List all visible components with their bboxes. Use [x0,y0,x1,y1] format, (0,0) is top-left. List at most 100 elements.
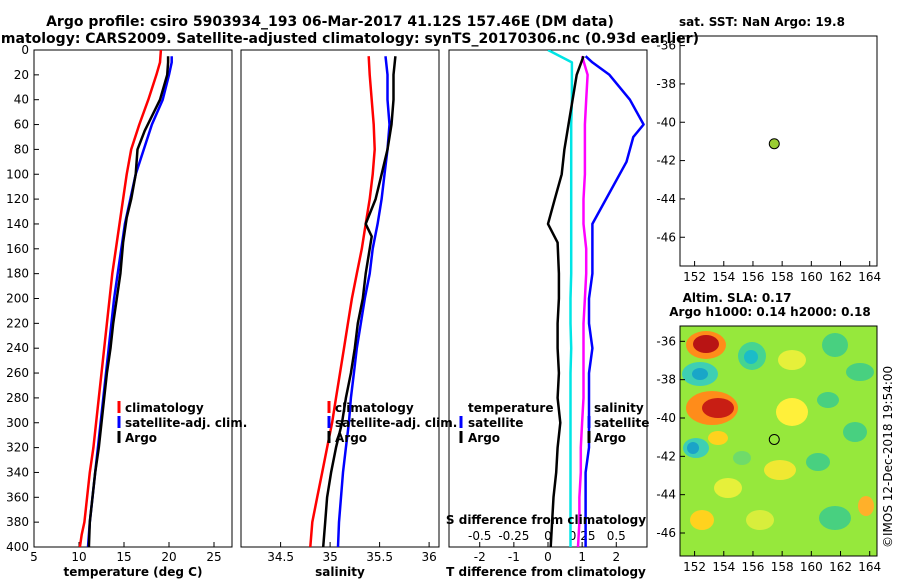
legend-temperature-argo: Argo [468,431,500,445]
sla-blob [714,478,742,498]
sst-map-panel: sat. SST: NaN Argo: 19.8 152 154 156 158 160… [656,15,881,284]
t-difference-label: T difference from climatology [446,565,646,579]
s-diff-tick-label: 0.5 [607,529,626,543]
lat-tick-label: -36 [656,39,676,53]
sla-title-2: Argo h1000: 0.14 h2000: 0.18 [669,305,870,319]
sla-blob [776,398,808,426]
difference-series-sal-satellite [576,55,589,547]
depth-axis-ticks: 0 20 40 60 80 100 120 140 160 180 200 220 240 260 280 3… [6,43,39,554]
temperature-tick-label: 20 [161,550,176,564]
difference-series-temp-argo [584,55,645,547]
lon-tick-label: 162 [829,560,852,574]
t-diff-tick-label: -2 [474,550,486,564]
s-diff-tick-label: 0 [544,529,552,543]
lon-tick-label: 152 [683,270,706,284]
lat-tick-label: -46 [656,526,676,540]
lat-tick-label: -36 [656,334,676,348]
lat-tick-label: -38 [656,373,676,387]
sla-blob [702,398,734,418]
depth-tick-label: 360 [6,490,29,504]
difference-lines [546,50,645,547]
depth-tick-label: 140 [6,217,29,231]
temperature-series-satellite [86,56,173,547]
depth-tick-label: 80 [14,142,29,156]
temperature-legend: climatology satellite-adj. clim. Argo [117,401,247,445]
salinity-legend: climatology satellite-adj. clim. Argo [327,401,457,445]
salinity-tick-label: 35 [322,550,337,564]
sla-blob [692,368,708,380]
sla-map-ticks: 152 154 156 158 160 162 164 -36 -38 -40 -42 -44 -46 [656,334,881,574]
legend-salinity-title: salinity [594,401,644,415]
sla-blob [708,431,728,445]
legend-salinity-argo: Argo [594,431,626,445]
legend-argo: Argo [125,431,157,445]
sla-blob [858,496,874,516]
sla-argo-location [768,433,780,445]
lat-tick-label: -46 [656,230,676,244]
salinity-panel: 34.5 35 35.5 36 salinity climatology satell… [240,49,457,579]
legend-satellite: satellite-adj. clim. [335,416,457,430]
salinity-series-satellite [336,56,391,547]
lon-tick-label: 156 [742,560,765,574]
sla-blob [733,451,751,465]
t-diff-tick-label: 0 [544,550,552,564]
temperature-axis-ticks: 5 10 15 20 25 [30,542,222,564]
depth-tick-label: 100 [6,167,29,181]
copyright-credit: ©IMOS 12-Dec-2018 19:54:00 [881,366,895,548]
lat-tick-label: -42 [656,449,676,463]
sla-blob [817,392,839,408]
legend-climatology: climatology [125,401,204,415]
temperature-tick-label: 5 [30,550,38,564]
depth-tick-label: 220 [6,316,29,330]
sla-blob [843,422,867,442]
legend-climatology: climatology [335,401,414,415]
legend-temperature-satellite: satellite [468,416,523,430]
lon-tick-label: 154 [712,560,735,574]
difference-axis-ticks: -2 -1 0 1 2 -0.5 -0.25 0 0.25 0.5 [468,529,626,564]
t-diff-tick-label: 2 [612,550,620,564]
title-line-1: Argo profile: csiro 5903934_193 06-Mar-2… [46,14,614,30]
lon-tick-label: 158 [771,270,794,284]
depth-tick-label: 240 [6,341,29,355]
lon-tick-label: 152 [683,560,706,574]
argo-location-marker [768,138,780,150]
sst-argo-location [768,138,780,150]
difference-legend: temperature satellite Argo salinity sate… [459,401,649,445]
sla-blob [746,510,774,530]
sla-map-panel: Altim. SLA: 0.17 Argo h1000: 0.14 h2000:… [656,291,881,574]
s-difference-label: S difference from climatology [446,513,646,527]
title-line-2: Climatology: CARS2009. Satellite-adjuste… [0,31,699,47]
t-diff-tick-label: -1 [508,550,520,564]
depth-tick-label: 400 [6,540,29,554]
sla-blob [819,506,851,530]
sla-blob [778,350,806,370]
argo-location-marker [768,433,780,445]
legend-salinity-satellite: satellite [594,416,649,430]
depth-tick-label: 60 [14,118,29,132]
lon-tick-label: 164 [858,560,881,574]
depth-tick-label: 280 [6,391,29,405]
sst-title: sat. SST: NaN Argo: 19.8 [679,15,845,29]
depth-tick-label: 380 [6,515,29,529]
temperature-series-argo [87,56,170,547]
legend-satellite: satellite-adj. clim. [125,416,247,430]
depth-tick-label: 180 [6,267,29,281]
salinity-series-argo [321,56,397,547]
lat-tick-label: -40 [656,115,676,129]
salinity-tick-label: 35.5 [366,550,393,564]
sla-blob [764,460,796,480]
temperature-lines [78,50,173,547]
lat-tick-label: -38 [656,77,676,91]
depth-tick-label: 160 [6,242,29,256]
depth-tick-label: 340 [6,465,29,479]
sla-blob [687,442,699,454]
sla-blob [846,363,874,381]
lat-tick-label: -42 [656,154,676,168]
lon-tick-label: 158 [771,560,794,574]
t-diff-tick-label: 1 [578,550,586,564]
lon-tick-label: 156 [742,270,765,284]
difference-series-sal-argo [546,55,585,547]
sla-blob [693,335,719,353]
depth-tick-label: 320 [6,441,29,455]
s-diff-tick-label: -0.25 [498,529,529,543]
